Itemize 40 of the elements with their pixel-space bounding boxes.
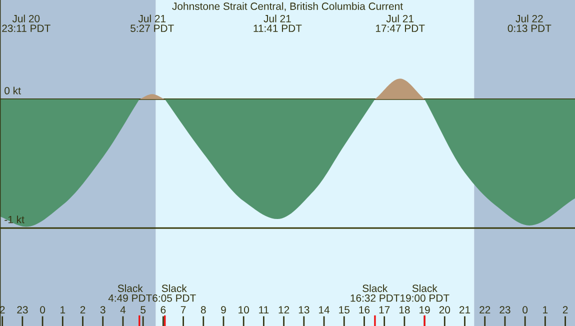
x-tick-label: 2: [562, 306, 568, 314]
x-tick-label: 10: [238, 306, 249, 314]
x-tick-label: 22: [480, 306, 490, 314]
x-tick-label: 17: [379, 306, 390, 314]
annotation: Jul 20 23:11 PDT: [2, 14, 50, 32]
x-tick-label: 3: [100, 306, 106, 314]
x-tick-label: 0: [40, 306, 46, 314]
x-tick-label: 19: [420, 306, 430, 314]
x-tick-label: 21: [459, 306, 470, 314]
x-tick-label: 15: [339, 306, 350, 314]
x-tick-label: 7: [180, 306, 186, 314]
x-tick-label: 13: [298, 306, 310, 314]
x-tick-label: 1: [60, 306, 66, 314]
x-tick-label: 2: [80, 306, 86, 314]
x-tick-label: 9: [221, 306, 226, 314]
x-tick-label: 14: [319, 306, 330, 314]
x-tick-label: 12: [278, 306, 290, 314]
annotation: Slack 19:00 PDT: [400, 284, 450, 302]
x-tick-label: 0: [522, 306, 528, 314]
annotation: Jul 21 5:27 PDT: [130, 14, 174, 32]
x-tick-label: 4: [120, 306, 126, 314]
annotation: Slack 6:05 PDT: [152, 284, 196, 302]
x-tick-label: 18: [399, 306, 410, 314]
y-tick-label: -1 kt: [4, 216, 24, 224]
annotation: Jul 21 17:47 PDT: [376, 14, 425, 32]
x-tick-label: 6: [160, 306, 166, 314]
y-tick-label: 0 kt: [4, 86, 21, 94]
annotation: Jul 22 0:13 PDT: [508, 14, 552, 32]
x-tick-label: 23: [17, 306, 28, 314]
annotation: Jul 21 11:41 PDT: [254, 14, 302, 32]
x-tick-label: 5: [140, 306, 146, 314]
x-tick-label: 16: [359, 306, 370, 314]
x-tick-label: 20: [439, 306, 450, 314]
annotation: Slack 4:49 PDT: [108, 284, 152, 302]
x-tick-label: 8: [200, 306, 206, 314]
x-tick-label: 1: [543, 306, 548, 314]
chart-title: Johnstone Strait Central, British Columbia Current: [172, 2, 403, 12]
x-tick-label: 11: [259, 306, 269, 314]
x-tick-label: 23: [500, 306, 510, 314]
annotation: Slack 16:32 PDT: [350, 284, 400, 302]
